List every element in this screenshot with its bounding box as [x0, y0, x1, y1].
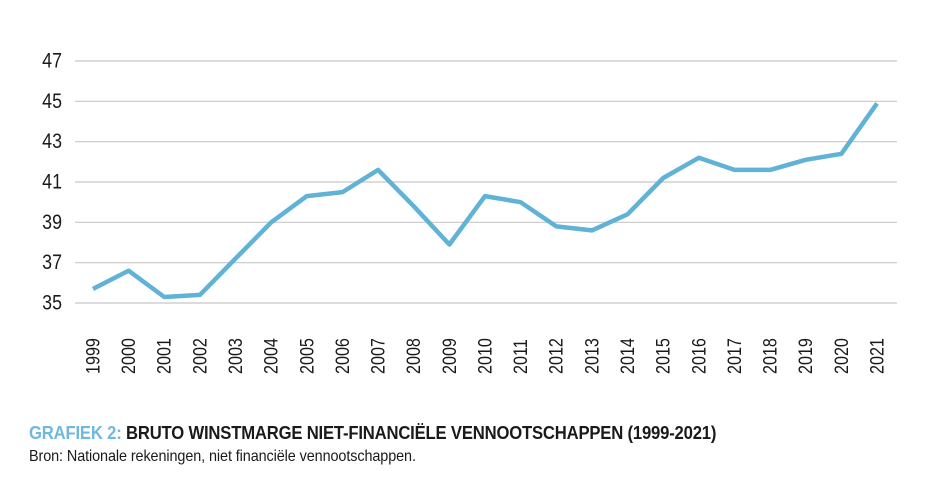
x-axis-tick-label: 2015: [652, 338, 674, 374]
data-line-series: [91, 102, 879, 300]
line-chart: 47 45 43 41 39 37 35 1999 2000 2001 2002 2003 2004 20…: [42, 49, 897, 374]
chart-source: Bron: Nationale rekeningen, niet financi…: [29, 448, 416, 465]
y-axis-tick-label: 43: [42, 130, 62, 154]
x-axis-tick-label: 2021: [866, 338, 888, 374]
x-axis-tick-label: 2019: [795, 338, 817, 374]
x-axis-tick-label: 2013: [581, 338, 603, 374]
x-axis-tick-label: 2000: [118, 338, 140, 374]
x-axis-tick-label: 2016: [688, 338, 710, 374]
x-axis-tick-label: 2006: [332, 338, 354, 374]
caption-figure-label: GRAFIEK 2:: [29, 422, 122, 443]
x-axis-tick-label: 2018: [759, 338, 781, 374]
x-axis-tick-label: 2009: [439, 338, 461, 374]
x-axis-tick-label: 2011: [510, 339, 532, 374]
x-axis-tick-label: 2007: [367, 338, 389, 374]
y-axis-tick-label: 45: [42, 89, 62, 113]
x-axis-tick-label: 2002: [189, 338, 211, 374]
chart-caption: GRAFIEK 2: BRUTO WINSTMARGE NIET-FINANCI…: [29, 422, 793, 466]
y-axis-tick-label: 47: [42, 49, 62, 73]
caption-title-line: GRAFIEK 2: BRUTO WINSTMARGE NIET-FINANCI…: [29, 422, 716, 444]
x-axis-tick-label: 2004: [260, 338, 282, 374]
x-axis-tick-label: 2020: [831, 338, 853, 374]
chart-title: BRUTO WINSTMARGE NIET-FINANCIËLE VENNOOT…: [126, 422, 717, 443]
x-axis-tick-label: 2001: [153, 338, 175, 374]
y-axis-tick-label: 37: [42, 251, 62, 275]
x-axis-tick-label: 2010: [474, 338, 496, 374]
y-axis-tick-label: 35: [42, 291, 62, 315]
x-axis-tick-label: 1999: [82, 338, 104, 374]
y-axis-tick-label: 39: [42, 210, 62, 234]
x-axis-tick-label: 2017: [724, 338, 746, 374]
x-axis-tick-label: 2003: [225, 338, 247, 374]
y-axis-tick-label: 41: [42, 170, 62, 194]
x-axis-tick-label: 2005: [296, 338, 318, 374]
x-axis-tick-label: 2014: [617, 338, 639, 374]
x-axis-tick-label: 2012: [545, 338, 567, 374]
x-axis-tick-label: 2008: [403, 338, 425, 374]
